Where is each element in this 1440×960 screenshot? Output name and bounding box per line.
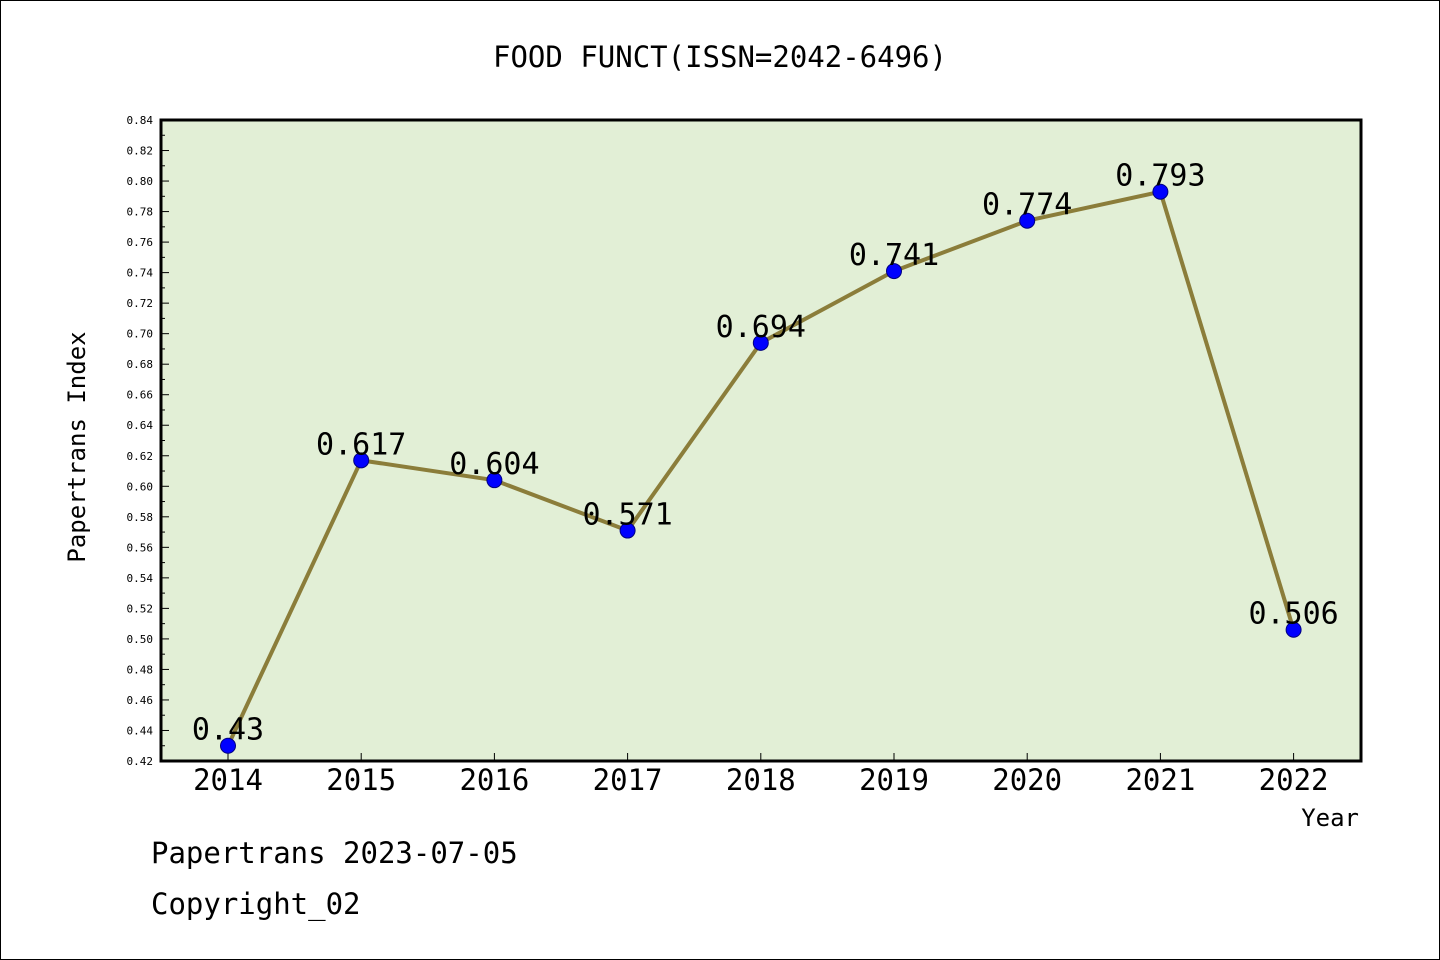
- x-tick-label: 2014: [193, 763, 263, 797]
- x-tick-label: 2015: [326, 763, 396, 797]
- y-tick-label: 0.54: [127, 572, 154, 585]
- x-tick-label: 2022: [1259, 763, 1329, 797]
- y-tick-label: 0.46: [127, 694, 154, 707]
- data-label: 0.793: [1115, 159, 1205, 194]
- y-axis-title: Papertrans Index: [63, 331, 91, 562]
- data-label: 0.694: [716, 310, 806, 345]
- y-tick-label: 0.76: [127, 236, 154, 249]
- data-point: [486, 472, 503, 489]
- x-tick-label: 2021: [1125, 763, 1195, 797]
- x-tick-label: 2017: [593, 763, 663, 797]
- y-axis-ticks: 0.42 0.44 0.46 0.48 0.50 0.52 0.54 0.56 0.58 0.60…: [127, 114, 169, 768]
- y-tick-label: 0.52: [127, 602, 154, 615]
- x-tick-label: 2016: [459, 763, 529, 797]
- data-label: 0.604: [449, 447, 539, 482]
- y-tick-label: 0.70: [127, 328, 154, 341]
- footer-date: Papertrans 2023-07-05: [151, 836, 518, 870]
- x-axis-ticks: 2014 2015 2016 2017 2018 2019 2020 2021 2022: [193, 753, 1329, 797]
- y-tick-label: 0.80: [127, 175, 154, 188]
- data-label: 0.617: [316, 427, 406, 462]
- data-label: 0.774: [982, 188, 1072, 223]
- y-tick-label: 0.68: [127, 358, 154, 371]
- y-tick-label: 0.58: [127, 511, 154, 524]
- x-tick-label: 2019: [859, 763, 929, 797]
- y-tick-label: 0.60: [127, 480, 154, 493]
- plot-area: [159, 118, 1363, 763]
- y-tick-label: 0.56: [127, 541, 154, 554]
- data-point: [220, 737, 236, 754]
- y-tick-label: 0.50: [127, 633, 154, 646]
- y-tick-label: 0.44: [127, 724, 154, 737]
- data-markers: [220, 183, 1302, 754]
- data-point: [1019, 212, 1036, 229]
- y-tick-label: 0.78: [127, 206, 154, 219]
- data-label: 0.506: [1248, 597, 1338, 632]
- data-point: [752, 334, 769, 351]
- data-label: 0.741: [849, 238, 939, 273]
- data-label: 0.571: [582, 498, 672, 533]
- data-point: [619, 522, 636, 539]
- y-tick-label: 0.62: [127, 450, 154, 463]
- chart-title: FOOD FUNCT(ISSN=2042-6496): [493, 40, 947, 74]
- y-tick-label: 0.42: [127, 755, 154, 768]
- data-point: [353, 452, 370, 469]
- footer-copyright: Copyright_02: [151, 887, 361, 922]
- y-tick-label: 0.66: [127, 389, 154, 402]
- data-label: 0.43: [192, 713, 264, 748]
- y-tick-label: 0.74: [127, 267, 154, 280]
- x-tick-label: 2020: [992, 763, 1062, 797]
- y-tick-label: 0.72: [127, 297, 154, 310]
- y-tick-label: 0.64: [127, 419, 154, 432]
- data-labels: 0.43 0.617 0.604 0.571 0.694 0.741 0.774 0.793 0…: [192, 159, 1339, 748]
- data-point: [1285, 621, 1302, 638]
- y-tick-label: 0.82: [127, 145, 154, 158]
- x-axis-title: Year: [1301, 804, 1359, 832]
- y-tick-label: 0.84: [127, 114, 154, 127]
- data-point: [886, 263, 902, 280]
- y-tick-label: 0.48: [127, 663, 154, 676]
- x-tick-label: 2018: [726, 763, 796, 797]
- data-point: [1152, 183, 1169, 200]
